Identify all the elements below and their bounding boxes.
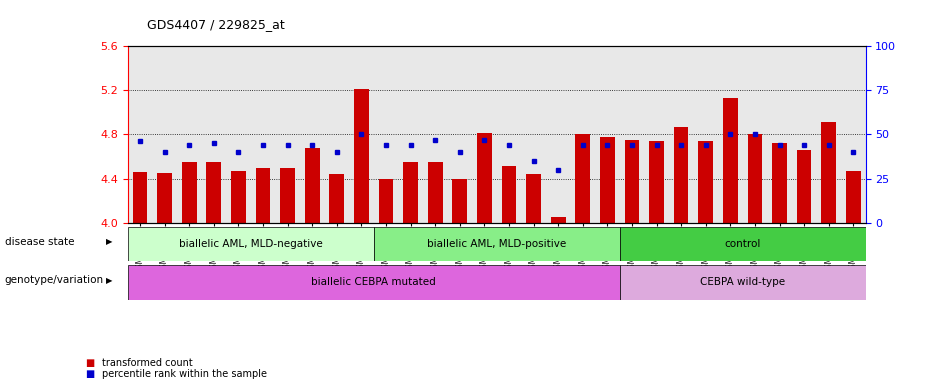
Bar	[649, 141, 664, 223]
Bar	[231, 171, 246, 223]
Bar	[723, 98, 738, 223]
Text: CEBPA wild-type: CEBPA wild-type	[700, 277, 785, 287]
Text: GDS4407 / 229825_at: GDS4407 / 229825_at	[147, 18, 285, 31]
Text: transformed count: transformed count	[102, 358, 193, 368]
Bar	[747, 134, 762, 223]
Bar	[354, 89, 369, 223]
Bar	[620, 265, 866, 300]
Bar	[128, 227, 374, 261]
Bar	[797, 150, 812, 223]
Bar	[329, 174, 344, 223]
Bar	[698, 141, 713, 223]
Bar	[280, 167, 295, 223]
Bar	[551, 217, 566, 223]
Bar	[374, 227, 620, 261]
Bar	[477, 133, 492, 223]
Bar	[600, 137, 615, 223]
Text: disease state: disease state	[5, 237, 74, 247]
Bar	[526, 174, 541, 223]
Bar	[846, 171, 861, 223]
Text: ▶: ▶	[106, 237, 113, 247]
Bar	[821, 122, 836, 223]
Text: biallelic AML, MLD-positive: biallelic AML, MLD-positive	[427, 239, 567, 249]
Bar	[132, 172, 148, 223]
Bar	[255, 167, 271, 223]
Bar	[501, 166, 517, 223]
Text: biallelic AML, MLD-negative: biallelic AML, MLD-negative	[179, 239, 323, 249]
Bar	[575, 134, 590, 223]
Text: ▶: ▶	[106, 276, 113, 285]
Bar	[674, 127, 689, 223]
Bar	[620, 227, 866, 261]
Bar	[428, 162, 443, 223]
Text: control: control	[725, 239, 761, 249]
Text: ■: ■	[85, 358, 95, 368]
Text: biallelic CEBPA mutated: biallelic CEBPA mutated	[311, 277, 436, 287]
Bar	[403, 162, 418, 223]
Text: ■: ■	[85, 369, 95, 379]
Text: percentile rank within the sample: percentile rank within the sample	[102, 369, 267, 379]
Bar	[378, 179, 394, 223]
Text: genotype/variation: genotype/variation	[5, 275, 104, 285]
Bar	[157, 173, 172, 223]
Bar	[206, 162, 221, 223]
Bar	[182, 162, 197, 223]
Bar	[452, 179, 467, 223]
Bar	[128, 265, 620, 300]
Bar	[772, 143, 787, 223]
Bar	[305, 148, 320, 223]
Bar	[624, 140, 639, 223]
